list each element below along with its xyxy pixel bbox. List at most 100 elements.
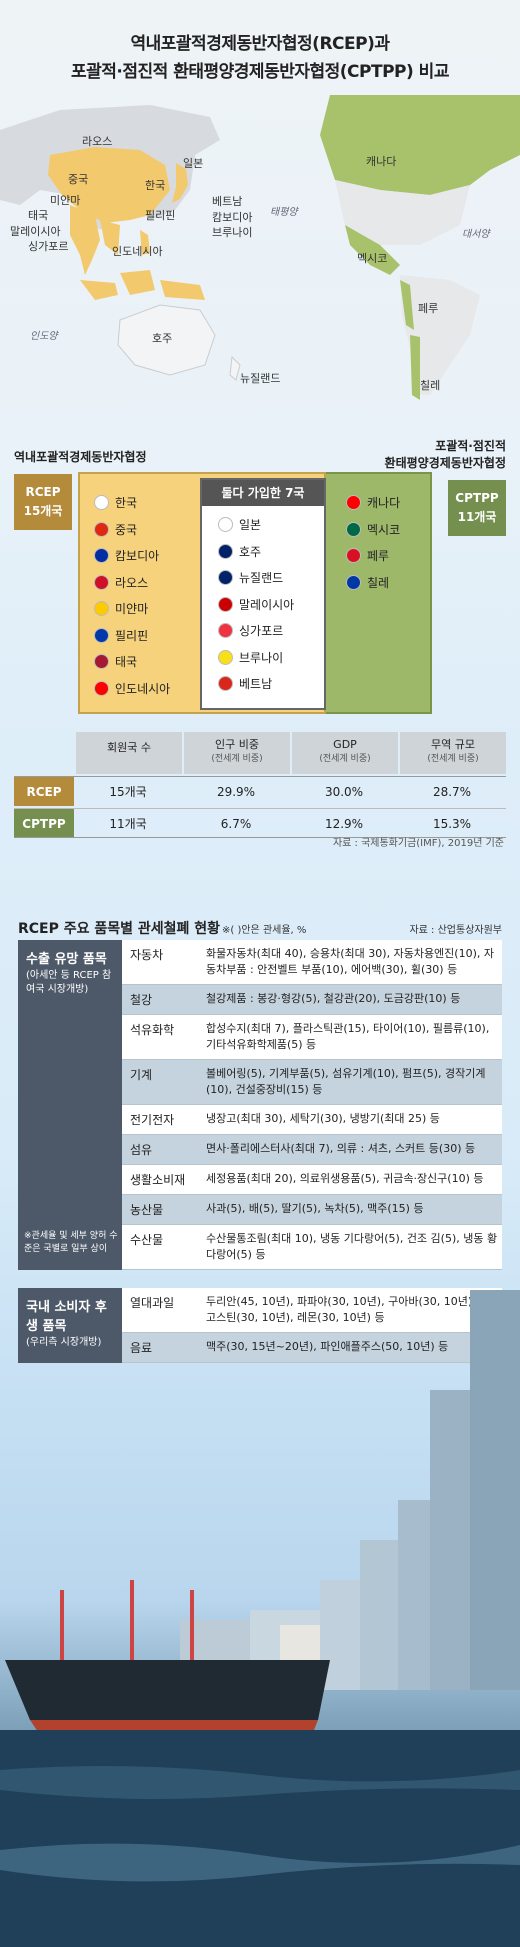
- items-cell: 화물자동차(최대 40), 승용차(최대 30), 자동차용엔진(10), 자동…: [206, 947, 494, 976]
- country-item: 싱가포르: [218, 622, 283, 639]
- category-cell: 생활소비재: [130, 1173, 186, 1187]
- stats-header-members-label: 회원국 수: [107, 741, 151, 754]
- export-group-footnote: ※관세율 및 세부 양허 수준은 국별로 일부 상이: [24, 1231, 118, 1254]
- items-cell: 두리안(45, 10년), 파파야(30, 10년), 구아바(30, 10년)…: [206, 1295, 490, 1324]
- table-row: 철강 철강제품 : 봉강·형강(5), 철강관(20), 도금강판(10) 등: [122, 985, 502, 1015]
- stats-header-population-sub: (전세계 비중): [211, 754, 263, 764]
- map-label-myanmar: 미얀마: [50, 194, 81, 207]
- map-label-indian: 인도양: [30, 331, 58, 342]
- flag-icon: [94, 627, 109, 643]
- table-row: 자동차 화물자동차(최대 40), 승용차(최대 30), 자동차용엔진(10),…: [122, 940, 502, 985]
- map-label-mexico: 멕시코: [357, 252, 388, 265]
- stats-header-gdp: GDP (전세계 비중): [292, 732, 398, 774]
- map-label-canada: 캐나다: [366, 155, 397, 168]
- flag-icon: [94, 680, 109, 696]
- stats-row-cptpp: CPTPP 11개국 6.7% 12.9% 15.3%: [14, 808, 506, 838]
- country-name: 베트남: [239, 677, 273, 691]
- flag-icon: [94, 495, 109, 510]
- rcep-tag-name: RCEP: [25, 485, 61, 499]
- stats-cell: 11개국: [109, 817, 147, 831]
- map-label-indonesia: 인도네시아: [112, 245, 163, 258]
- country-item: 뉴질랜드: [218, 569, 283, 586]
- canada-shape: [320, 95, 520, 195]
- country-name: 라오스: [115, 575, 149, 590]
- country-item: 멕시코: [346, 521, 400, 538]
- country-name: 브루나이: [239, 650, 284, 665]
- flag-icon: [346, 548, 361, 563]
- items-cell: 철강제품 : 봉강·형강(5), 철강관(20), 도금강판(10) 등: [206, 992, 461, 1005]
- items-cell: 맥주(30, 15년~20년), 파인애플주스(50, 10년) 등: [206, 1340, 449, 1353]
- country-name: 싱가포르: [239, 624, 284, 638]
- stats-header-row: 회원국 수 인구 비중 (전세계 비중) GDP (전세계 비중) 무역 규모 (전세…: [14, 732, 506, 774]
- cptpp-title-line-1: 포괄적·점진적: [435, 439, 506, 453]
- country-name: 한국: [115, 496, 138, 510]
- category-cell: 섬유: [130, 1143, 153, 1157]
- title-line-2: 포괄적·점진적 환태평양경제동반자협정(CPTPP) 비교: [71, 62, 449, 82]
- flag-icon: [218, 676, 233, 691]
- country-name: 미얀마: [115, 602, 149, 616]
- country-item: 필리핀: [94, 627, 148, 644]
- map-label-chile: 칠레: [420, 379, 441, 392]
- stats-header-trade-sub: (전세계 비중): [427, 754, 479, 764]
- cptpp-title: 포괄적·점진적 환태평양경제동반자협정: [385, 438, 506, 472]
- table-row: 농산물 사과(5), 배(5), 딸기(5), 녹차(5), 맥주(15) 등: [122, 1195, 502, 1225]
- table-row: 수산물 수산물통조림(최대 10), 냉동 기다랑어(5), 건조 김(5), 냉…: [122, 1225, 502, 1270]
- category-cell: 음료: [130, 1341, 153, 1355]
- country-name: 중국: [115, 522, 138, 537]
- map-label-japan: 일본: [183, 157, 204, 170]
- flag-icon: [346, 495, 361, 510]
- country-name: 말레이시아: [239, 597, 295, 612]
- table-row: 생활소비재 세정용품(최대 20), 의료위생용품(5), 귀금속·장신구(10)…: [122, 1165, 502, 1195]
- flag-icon: [218, 649, 233, 665]
- flag-icon: [346, 574, 361, 590]
- flag-icon: [218, 570, 233, 585]
- items-cell: 세정용품(최대 20), 의료위생용품(5), 귀금속·장신구(10) 등: [206, 1172, 484, 1185]
- mexico-shape: [345, 225, 400, 275]
- stats-row-rcep: RCEP 15개국 29.9% 30.0% 28.7%: [14, 776, 506, 806]
- flag-icon: [346, 521, 361, 537]
- table-row: 전기전자 냉장고(최대 30), 세탁기(30), 냉방기(최대 25) 등: [122, 1105, 502, 1135]
- country-name: 필리핀: [115, 628, 149, 643]
- country-item: 중국: [94, 521, 137, 538]
- map-label-philippines: 필리핀: [145, 209, 176, 222]
- flag-icon: [94, 654, 109, 669]
- both-title: 둘다 가입한 7국: [202, 480, 324, 506]
- world-map: 라오스 중국 한국 일본 미얀마 태국 말레이시아 싱가포르 필리핀 베트남 캄…: [0, 95, 520, 405]
- flag-icon: [218, 517, 233, 532]
- both-region: 둘다 가입한 7국: [200, 478, 326, 710]
- items-cell: 수산물통조림(최대 10), 냉동 기다랑어(5), 건조 김(5), 냉동 황…: [206, 1232, 498, 1261]
- stats-cell: 15개국: [109, 785, 147, 799]
- domestic-group-title: 국내 소비자 후생 품목: [26, 1300, 107, 1334]
- rcep-tag: RCEP 15개국: [14, 474, 72, 530]
- rcep-title: 역내포괄적경제동반자협정: [14, 450, 147, 464]
- map-label-china: 중국: [68, 173, 89, 186]
- table-row: 음료 맥주(30, 15년~20년), 파인애플주스(50, 10년) 등: [122, 1333, 502, 1363]
- country-item: 베트남: [218, 675, 272, 692]
- stats-cell: 15.3%: [432, 817, 472, 831]
- country-name: 페루: [367, 549, 390, 563]
- table-row: 기계 볼베어링(5), 기계부품(5), 섬유기계(10), 펌프(5), 경작기…: [122, 1060, 502, 1105]
- map-label-atlantic: 대서양: [462, 229, 490, 240]
- map-label-pacific: 태평양: [270, 207, 298, 218]
- country-item: 칠레: [346, 574, 389, 591]
- stats-row-label: RCEP: [14, 777, 74, 806]
- map-label-australia: 호주: [152, 332, 173, 345]
- chile-shape: [410, 335, 420, 400]
- harbor-scene: [0, 1290, 520, 1947]
- export-group-side: 수출 유망 품목 (아세안 등 RCEP 참여국 시장개방) ※관세율 및 세부…: [18, 940, 122, 1270]
- tariff-title: RCEP 주요 품목별 관세철폐 현황: [18, 921, 221, 937]
- flag-icon: [94, 601, 109, 616]
- stats-table: 회원국 수 인구 비중 (전세계 비중) GDP (전세계 비중) 무역 규모 (전세…: [14, 732, 506, 838]
- country-item: 캐나다: [346, 494, 400, 511]
- country-item: 한국: [94, 494, 137, 511]
- map-label-thailand: 태국: [28, 209, 49, 222]
- map-label-laos: 라오스: [82, 135, 113, 148]
- country-name: 뉴질랜드: [239, 571, 284, 585]
- stats-header-members: 회원국 수: [76, 732, 182, 774]
- table-row: 섬유 면사·폴리에스터사(최대 7), 의류 : 셔츠, 스커트 등(30) 등: [122, 1135, 502, 1165]
- country-name: 인도네시아: [115, 681, 171, 696]
- flag-icon: [218, 623, 233, 638]
- map-label-brunei: 브루나이: [212, 226, 253, 239]
- domestic-group-sub: (우리측 시장개방): [26, 1337, 102, 1348]
- domestic-group: 국내 소비자 후생 품목 (우리측 시장개방) 열대과일 두리안(45, 10년)…: [18, 1288, 502, 1363]
